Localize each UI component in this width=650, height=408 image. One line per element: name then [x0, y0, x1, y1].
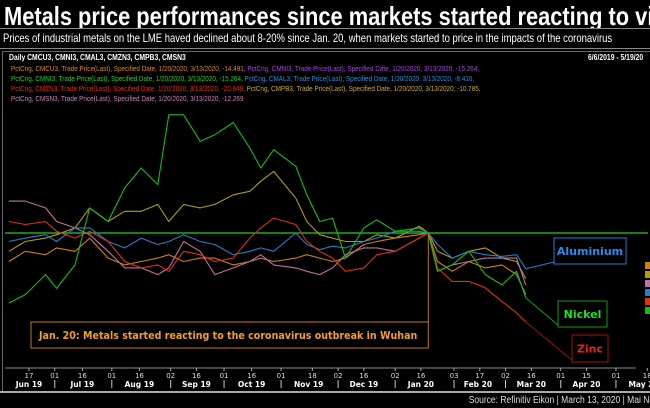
- legend-entry: PctCng, CMZN3, Trade Price(Last), Specif…: [11, 84, 247, 93]
- legend-entry: PctCng, CMNI3, Trade Price(Last), Specif…: [247, 64, 480, 73]
- aluminium-label: Aluminium: [557, 245, 623, 258]
- x-month-label: Nov 19: [294, 380, 323, 389]
- series-line-cmni3: [8, 114, 527, 304]
- title-bar: Metals price performances since markets …: [0, 0, 650, 29]
- series-end-marker: [645, 289, 650, 296]
- x-month-label: Aug 19: [125, 380, 155, 389]
- aluminium-connector: [525, 261, 555, 270]
- series-end-marker: [645, 307, 650, 314]
- x-month-label: May 20: [628, 380, 650, 389]
- x-tick-label: 17: [25, 372, 34, 380]
- nickel-label: Nickel: [564, 308, 602, 321]
- x-tick-label: 16: [527, 372, 536, 380]
- series-end-marker: [645, 262, 650, 269]
- legend-entry: PctCng, CMNI3, Trade Price(Last), Specif…: [11, 74, 245, 83]
- x-month-label: Jul 19: [69, 380, 94, 389]
- x-tick-label: 17: [475, 372, 484, 380]
- x-tick-label: 02: [334, 372, 343, 380]
- legend-line: PctCng, CMNI3, Trade Price(Last), Specif…: [11, 74, 481, 84]
- x-tick-label: 16: [416, 372, 425, 380]
- zinc-label: Zinc: [577, 343, 603, 356]
- x-tick-label: 15: [582, 372, 591, 380]
- x-tick-label: 01: [556, 372, 565, 380]
- legend-entry: PctCng, CMSN3, Trade Price(Last), Specif…: [11, 94, 244, 103]
- x-month-label: Oct 19: [238, 380, 265, 389]
- series-end-marker: [645, 298, 650, 305]
- x-tick-label: 16: [192, 372, 201, 380]
- series-line-cmsn3: [8, 200, 527, 286]
- page-title: Metals price performances since markets …: [4, 1, 650, 29]
- nickel-label-box: [557, 300, 608, 328]
- x-tick-label: 01: [611, 372, 620, 380]
- x-tick-label: 16: [78, 372, 87, 380]
- x-tick-label: 18: [643, 372, 650, 380]
- legend-line: PctCng, CMSN3, Trade Price(Last), Specif…: [11, 94, 481, 104]
- legend-line: PctCng, CMZN3, Trade Price(Last), Specif…: [11, 84, 481, 94]
- series-end-marker: [645, 280, 650, 287]
- x-tick-label: 16: [247, 372, 256, 380]
- x-month-label: Jan 20: [407, 380, 434, 389]
- x-month-label: Feb 20: [464, 380, 492, 389]
- x-tick-label: 02: [501, 372, 510, 380]
- x-month-label: Sep 19: [182, 380, 211, 389]
- legend-entry: PctCng, CMCU3, Trade Price(Last), Specif…: [11, 64, 248, 73]
- nickel-connector: [525, 297, 559, 326]
- chart-header-rics: Daily CMCU3, CMNI3, CMAL3, CMZN3, CMPB3,…: [9, 53, 186, 62]
- legend-line: PctCng, CMCU3, Trade Price(Last), Specif…: [11, 64, 481, 74]
- legend-entry: PctCng, CMAL3, Trade Price(Last), Specif…: [244, 74, 475, 83]
- x-month-label: Jun 19: [15, 380, 43, 389]
- x-tick-label: 01: [107, 372, 116, 380]
- x-month-label: Apr 20: [573, 380, 601, 389]
- subtitle-bar: Prices of industrial metals on the LME h…: [0, 29, 650, 49]
- x-tick-label: 18: [308, 372, 317, 380]
- chart-date-range: 6/6/2019 - 5/19/20: [588, 53, 644, 62]
- x-month-label: Mar 20: [517, 380, 546, 389]
- zinc-label-box: [571, 334, 609, 363]
- event-annotation-box: [30, 321, 429, 349]
- x-month-label: Dec 19: [349, 380, 378, 389]
- series-line-cmal3: [8, 227, 527, 270]
- legend-entry: PctCng, CMPB3, Trade Price(Last), Specif…: [246, 84, 481, 93]
- page-subtitle: Prices of industrial metals on the LME h…: [3, 31, 613, 45]
- x-tick-label: 16: [135, 372, 144, 380]
- source-text: Source: Refinitiv Eikon | March 13, 2020…: [468, 395, 650, 406]
- aluminium-label-box: [553, 237, 627, 265]
- x-tick-label: 02: [166, 372, 175, 380]
- x-tick-label: 02: [391, 372, 400, 380]
- x-tick-label: 01: [277, 372, 286, 380]
- footer: Source: Refinitiv Eikon | March 13, 2020…: [0, 391, 650, 408]
- chart-legend: PctCng, CMCU3, Trade Price(Last), Specif…: [11, 64, 481, 104]
- series-line-cmcu3: [8, 232, 527, 295]
- x-tick-label: 16: [359, 372, 368, 380]
- chart-panel: [2, 51, 650, 392]
- x-tick-label: 01: [50, 372, 59, 380]
- event-annotation-text: Jan. 20: Metals started reacting to the …: [38, 329, 417, 342]
- series-line-cmpb3: [8, 170, 527, 280]
- x-tick-label: 03: [450, 372, 459, 380]
- x-tick-label: 01: [220, 372, 229, 380]
- series-line-cmzn3: [8, 217, 527, 323]
- series-end-marker: [645, 271, 650, 278]
- zinc-connector: [525, 321, 573, 361]
